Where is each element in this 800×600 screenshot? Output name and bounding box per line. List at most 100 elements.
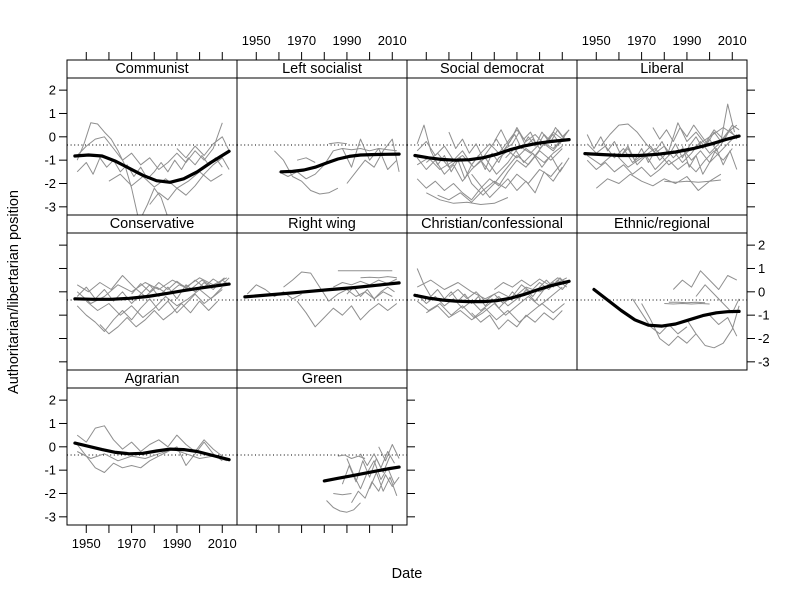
party-line [76,448,227,462]
party-line [681,145,738,175]
panel-strip-right-wing: Right wing [288,216,356,232]
panel-left-socialist [237,138,407,195]
panel-conservative [67,275,237,335]
party-line [632,298,688,335]
party-line [369,472,398,496]
y-tick-label: -1 [758,308,770,323]
party-line [416,300,565,323]
party-line [709,314,738,337]
party-line [586,148,733,177]
panel-strip-green: Green [301,371,343,387]
party-line [76,277,228,304]
party-line [108,171,223,189]
party-line [333,493,352,496]
party-line [76,441,223,473]
party-line [76,155,223,180]
y-tick-label: 2 [758,238,765,253]
x-tick-label: 1970 [287,33,316,48]
trend-line [592,287,741,328]
trend-line [73,282,231,301]
panel-border [576,232,748,371]
x-axis-title: Date [391,566,423,582]
party-line [416,145,563,201]
party-line [149,157,230,205]
party-line [471,310,563,330]
trend-line [73,149,231,184]
panel-strip-social-democrat: Social democrat [440,61,544,77]
panel-ethnic-regional [577,270,747,349]
x-tick-label: 2010 [718,33,747,48]
party-line [641,303,697,346]
trend-line [413,138,571,162]
panel-strip-conservative: Conservative [109,216,195,232]
x-tick-label: 1990 [162,536,191,551]
x-tick-label: 1970 [117,536,146,551]
trend-line [279,152,401,174]
y-tick-label: 0 [49,439,56,454]
party-line [437,162,563,203]
y-tick-label: -3 [44,199,56,214]
party-line [76,122,139,215]
panel-right-wing [237,270,407,328]
panel-strip-left-socialist: Left socialist [282,61,362,77]
y-tick-label: -2 [758,331,770,346]
trend-line [583,134,741,158]
party-line [328,142,347,145]
y-axis-title: Authoritarian/libertarian position [6,190,22,394]
y-tick-label: 0 [49,129,56,144]
y-tick-label: 1 [758,261,765,276]
panel-strip-liberal: Liberal [640,61,684,77]
party-line [76,279,230,304]
party-line [505,148,570,173]
party-line [278,148,397,180]
panel-border [236,387,408,526]
party-line [426,286,563,321]
party-line [664,303,710,305]
x-tick-label: 2010 [208,536,237,551]
panel-liberal [577,103,747,191]
panel-green [237,444,407,513]
x-tick-label: 2010 [378,33,407,48]
y-tick-label: 2 [49,393,56,408]
party-line [176,136,230,159]
trend-line [322,465,401,483]
panel-border [576,77,748,216]
y-tick-label: -1 [44,153,56,168]
y-tick-label: -3 [44,509,56,524]
party-line [471,166,563,198]
panel-communist [67,122,237,215]
party-line [425,148,563,196]
trend-line [243,281,401,299]
x-tick-label: 1950 [582,33,611,48]
party-line [618,124,738,170]
panel-border [236,77,408,216]
party-line [131,277,230,295]
party-line [346,138,400,184]
x-tick-label: 1990 [332,33,361,48]
party-line [326,500,361,513]
y-tick-label: 2 [49,83,56,98]
y-tick-label: -3 [758,354,770,369]
party-line [416,138,563,182]
party-line [76,275,225,297]
x-tick-label: 1970 [627,33,656,48]
party-line [426,192,509,205]
y-tick-label: -2 [44,176,56,191]
panel-agrarian [67,425,237,473]
party-line [493,277,568,290]
party-line [595,173,722,191]
panel-strip-christian-confessional: Christian/confessional [421,216,563,232]
party-line [76,425,223,457]
trend-line [73,441,231,462]
party-line [274,150,339,195]
trend-line [413,279,571,304]
party-line [378,444,400,462]
party-line [246,284,302,300]
panel-strip-ethnic-regional: Ethnic/regional [614,216,710,232]
party-line [686,305,740,349]
party-line [448,127,565,159]
y-tick-label: 1 [49,106,56,121]
party-line [337,454,366,459]
